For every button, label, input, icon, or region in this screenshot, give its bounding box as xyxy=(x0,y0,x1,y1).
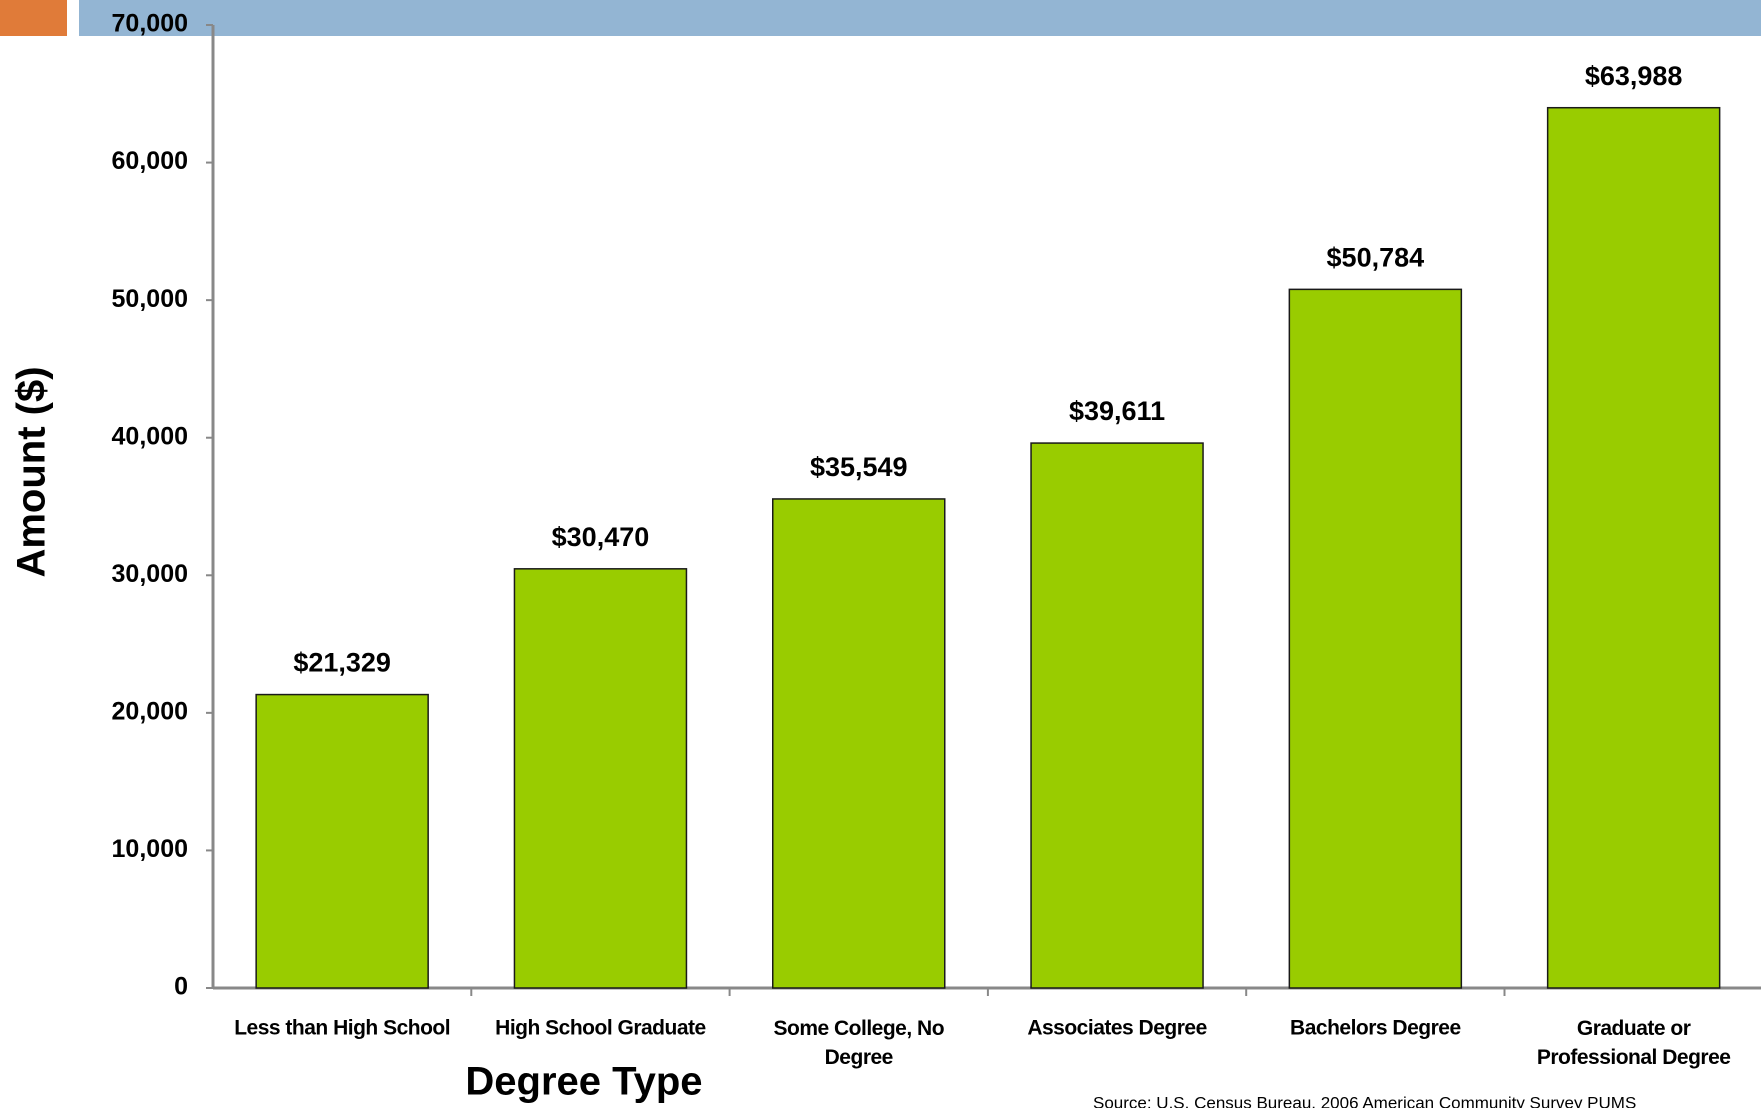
x-tick-label: Graduate or Professional Degree xyxy=(1537,1017,1731,1069)
x-tick-label: Less than High School xyxy=(234,1017,450,1040)
x-tick-label: Bachelors Degree xyxy=(1290,1017,1461,1040)
bar xyxy=(255,693,429,989)
bar xyxy=(772,498,946,989)
x-tick-label: Some College, No Degree xyxy=(773,1017,944,1069)
y-tick-label: 50,000 xyxy=(112,285,188,313)
accent-block xyxy=(0,0,67,36)
value-label: $21,329 xyxy=(293,648,391,678)
y-tick-label: 40,000 xyxy=(112,422,188,450)
bar xyxy=(1546,106,1721,989)
bar xyxy=(1030,442,1204,989)
value-label: $50,784 xyxy=(1327,242,1425,272)
y-tick-label: 70,000 xyxy=(112,10,188,38)
value-label: $39,611 xyxy=(1069,396,1165,426)
x-axis-title: Degree Type xyxy=(465,1060,702,1104)
value-label: $35,549 xyxy=(810,452,908,482)
y-tick-label: 60,000 xyxy=(112,147,188,175)
bar xyxy=(1288,288,1463,989)
y-tick-label: 0 xyxy=(174,973,188,1001)
x-tick-label: High School Graduate xyxy=(495,1017,706,1040)
y-tick-label: 20,000 xyxy=(112,697,188,725)
y-axis-title: Amount ($) xyxy=(10,366,54,577)
bar xyxy=(513,568,688,989)
value-label: $30,470 xyxy=(552,522,650,552)
header-band xyxy=(79,0,1761,36)
x-tick-label: Associates Degree xyxy=(1027,1017,1206,1040)
y-tick-label: 30,000 xyxy=(112,560,188,588)
source-note: Source: U.S. Census Bureau, 2006 America… xyxy=(1093,1093,1636,1108)
value-label: $63,988 xyxy=(1585,61,1683,91)
y-tick-label: 10,000 xyxy=(112,835,188,863)
